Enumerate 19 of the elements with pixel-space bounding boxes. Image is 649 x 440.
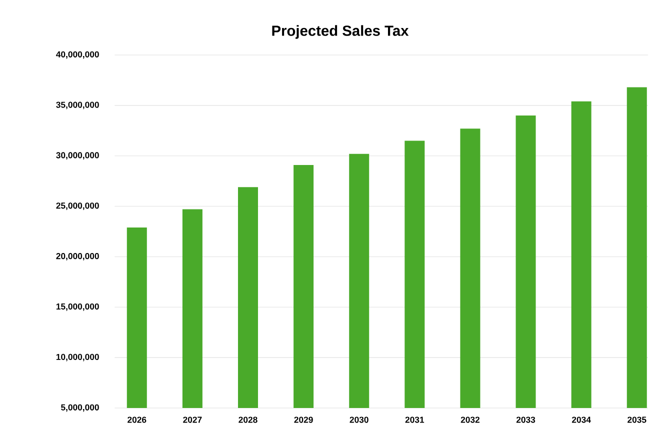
x-tick-label: 2026 <box>128 416 146 423</box>
y-tick-label: 25,000,000 <box>56 202 99 210</box>
x-tick-label: 2029 <box>294 416 313 423</box>
y-tick-label: 10,000,000 <box>56 354 99 362</box>
x-tick-label: 2033 <box>516 416 536 423</box>
x-tick-label: 2031 <box>405 416 424 423</box>
y-tick-label: 20,000,000 <box>56 253 99 260</box>
x-tick-label: 2028 <box>238 416 258 423</box>
x-tick-label: 2030 <box>350 416 368 423</box>
x-tick-label: 2027 <box>183 416 202 423</box>
y-tick-label: 15,000,000 <box>56 303 99 311</box>
x-tick-label: 2035 <box>628 416 646 423</box>
y-tick-label: 40,000,000 <box>56 51 99 59</box>
y-tick-label: 30,000,000 <box>56 152 99 160</box>
y-tick-label: 5,000,000 <box>61 404 99 412</box>
chart-title: Projected Sales Tax <box>272 25 409 39</box>
x-tick-label: 2034 <box>572 416 591 423</box>
x-tick-label: 2032 <box>460 416 480 423</box>
y-tick-label: 35,000,000 <box>56 102 99 110</box>
